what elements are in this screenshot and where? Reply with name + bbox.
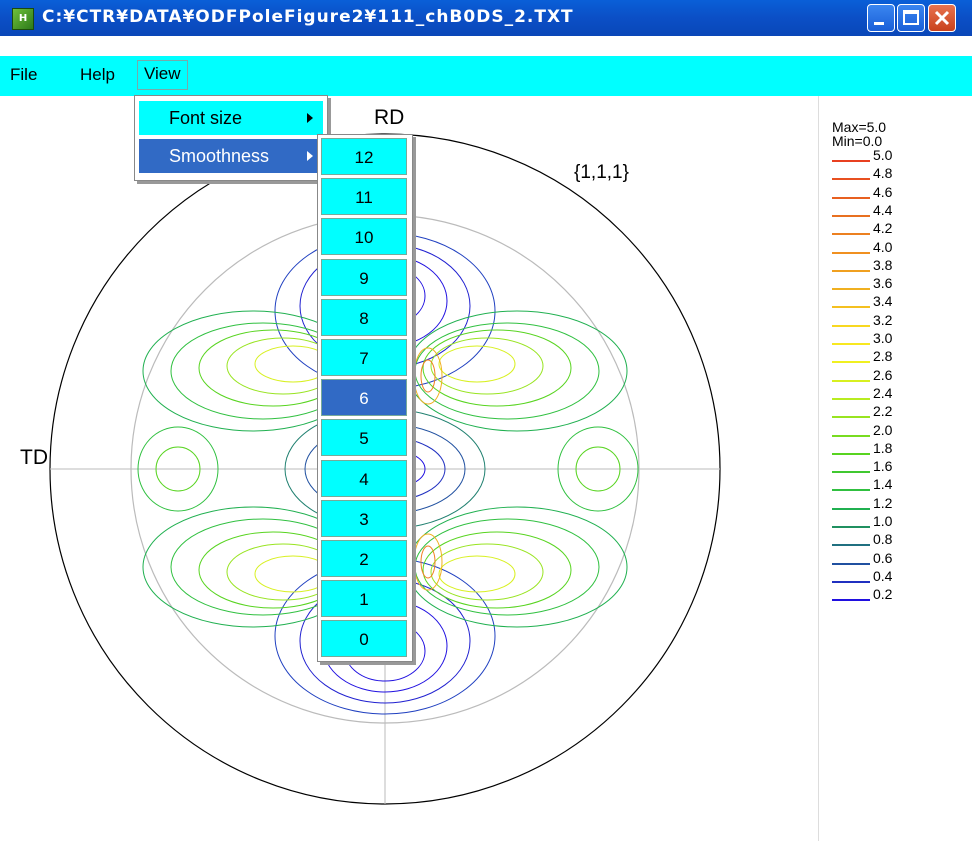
legend-value: 1.0 (873, 513, 893, 529)
legend-swatch (832, 214, 870, 217)
legend-value: 3.0 (873, 330, 893, 346)
close-icon (934, 10, 950, 26)
legend-value: 0.8 (873, 531, 893, 548)
legend-swatch (832, 471, 870, 474)
legend-value: 0.6 (873, 549, 893, 566)
legend-swatch (832, 343, 870, 345)
smoothness-option-10[interactable]: 10 (321, 218, 407, 256)
maximize-icon (903, 10, 919, 25)
menu-file[interactable]: File (10, 65, 38, 84)
legend-swatch (832, 324, 870, 327)
smoothness-label: Smoothness (169, 146, 270, 166)
minimize-icon (874, 22, 884, 25)
legend-value: 0.2 (873, 586, 893, 603)
legend-value: 1.6 (873, 458, 893, 475)
legend-swatch (832, 361, 870, 364)
minimize-button[interactable] (867, 4, 895, 32)
legend-swatch (832, 397, 870, 400)
smoothness-option-4[interactable]: 4 (321, 459, 407, 497)
legend-value: 2.8 (873, 348, 893, 365)
legend-swatch (832, 269, 870, 272)
legend-value: 2.4 (873, 384, 893, 401)
smoothness-option-5[interactable]: 5 (321, 419, 407, 457)
view-menu-dropdown: Font size Smoothness (134, 95, 328, 181)
smoothness-option-6[interactable]: 6 (321, 379, 407, 417)
td-label: TD (20, 446, 48, 469)
legend-value: 4.0 (873, 238, 893, 255)
legend-value: 3.8 (873, 256, 893, 273)
legend-swatch (832, 562, 870, 565)
legend-swatch (832, 233, 870, 236)
legend-swatch (832, 178, 870, 181)
legend-swatch (832, 434, 870, 437)
legend-swatch (832, 580, 870, 583)
smoothness-option-2[interactable]: 2 (321, 540, 407, 577)
rd-label: RD (374, 106, 405, 129)
smoothness-option-1[interactable]: 1 (321, 580, 407, 618)
legend-value: 4.4 (873, 201, 893, 218)
submenu-arrow-icon (307, 151, 313, 161)
legend-value: 0.4 (873, 567, 893, 584)
legend-swatch (832, 160, 870, 162)
maximize-button[interactable] (897, 4, 925, 32)
legend-value: 4.6 (873, 183, 893, 200)
legend-swatch (832, 251, 870, 254)
smoothness-option-3[interactable]: 3 (321, 499, 407, 537)
legend-value: 1.2 (873, 494, 893, 511)
legend-value: 1.4 (873, 476, 893, 493)
legend-swatch (832, 306, 870, 309)
menu-item-smoothness[interactable]: Smoothness (139, 139, 323, 173)
legend-min: Min=0.0 (832, 133, 883, 149)
title-bar[interactable]: H C:¥CTR¥DATA¥ODFPoleFigure2¥111_chB0DS_… (0, 0, 972, 36)
app-icon: H (12, 8, 34, 30)
legend-swatch (832, 507, 870, 510)
legend-value: 2.0 (873, 421, 893, 438)
legend-swatch (832, 379, 870, 382)
smoothness-option-8[interactable]: 8 (321, 298, 407, 336)
menu-item-font-size[interactable]: Font size (139, 101, 323, 135)
legend-value: 3.2 (873, 311, 893, 328)
legend-value: 4.8 (873, 165, 893, 182)
legend-swatch (832, 489, 870, 492)
close-button[interactable] (928, 4, 956, 32)
menu-bar-spacer (0, 36, 972, 56)
legend-swatch (832, 544, 870, 547)
smoothness-option-11[interactable]: 11 (321, 178, 407, 216)
submenu-arrow-icon (307, 113, 313, 123)
legend-swatch (832, 288, 870, 291)
legend-value: 4.2 (873, 220, 893, 237)
menu-view[interactable]: View (137, 60, 188, 90)
legend-swatch (832, 196, 870, 199)
legend-value: 1.8 (873, 439, 893, 456)
smoothness-option-12[interactable]: 12 (321, 138, 407, 175)
font-size-label: Font size (169, 108, 243, 128)
smoothness-option-7[interactable]: 7 (321, 339, 407, 376)
legend-swatch (832, 416, 870, 419)
legend-value: 2.6 (873, 366, 893, 383)
pole-label: {1,1,1} (574, 162, 629, 183)
menu-help[interactable]: Help (80, 65, 115, 84)
window-title: C:¥CTR¥DATA¥ODFPoleFigure2¥111_chB0DS_2.… (42, 7, 574, 27)
legend-value: 5.0 (873, 147, 893, 163)
legend-max: Max=5.0 (832, 119, 887, 135)
legend-value: 3.4 (873, 293, 893, 310)
legend-swatch (832, 599, 870, 602)
legend-panel: Max=5.0 Min=0.0 5.0 4.8 4.6 4.4 4.2 4.0 3.8 3.6… (818, 96, 972, 841)
legend-value: 2.2 (873, 403, 893, 420)
smoothness-option-9[interactable]: 9 (321, 258, 407, 296)
legend-swatch (832, 526, 870, 528)
smoothness-submenu: 12 11 10 9 8 7 6 5 4 3 2 1 0 (317, 134, 413, 662)
legend-swatch (832, 452, 870, 455)
legend-value: 3.6 (873, 275, 893, 292)
smoothness-option-0[interactable]: 0 (321, 620, 407, 658)
